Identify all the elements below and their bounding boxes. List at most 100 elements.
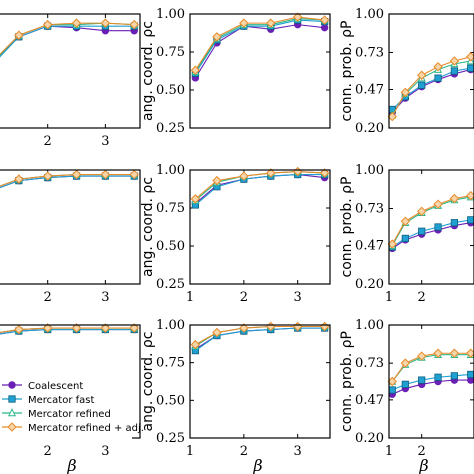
legend-label-coalescent: Coalescent [28, 381, 83, 392]
series-adj [387, 348, 474, 387]
y-tick: 0.50 [156, 83, 330, 98]
series-coalescent [0, 22, 138, 57]
point-adj [266, 168, 276, 178]
x-tick-label: 2 [240, 444, 248, 459]
x-tick-label: 3 [101, 290, 109, 305]
point-adj [466, 52, 474, 62]
point-adj [400, 216, 411, 227]
legend: Coalescent Mercator fast Mercator refine… [0, 376, 144, 440]
y-axis-label: conn. prob. ρP [339, 177, 355, 278]
point-adj [449, 348, 460, 358]
series-line-fast [0, 175, 135, 189]
point-adj [433, 62, 443, 72]
point-adj [239, 171, 249, 181]
point-adj [190, 339, 201, 350]
y-tick-label: 1.00 [156, 318, 185, 333]
point-adj [71, 169, 82, 180]
point-adj [416, 351, 427, 361]
y-tick: 0.47 [355, 239, 474, 254]
series-line-refined [391, 60, 471, 116]
legend-marker-adj [7, 422, 17, 432]
y-tick: 0.75 [156, 356, 330, 371]
x-tick: 2 [44, 170, 52, 305]
series-adj [0, 169, 139, 187]
point-fast [418, 376, 426, 384]
y-tick: 0.73 [355, 356, 474, 371]
y-tick-label: 0.47 [355, 393, 384, 408]
point-adj [466, 348, 474, 358]
x-tick-label: 2 [240, 290, 248, 305]
point-adj [433, 199, 443, 209]
point-adj [100, 323, 111, 333]
y-tick-label: 0.75 [156, 201, 185, 216]
plot-frame [388, 169, 474, 285]
y-tick-label: 1.00 [355, 318, 384, 333]
legend-entry-refined: Mercator refined [2, 408, 111, 420]
point-fast [467, 64, 474, 72]
series-line-adj [0, 22, 135, 55]
point-fast [434, 373, 442, 381]
series-line-adj [194, 16, 325, 71]
series-adj [190, 321, 330, 350]
series-line-refined [0, 22, 135, 56]
point-adj [129, 323, 139, 333]
series-adj [387, 190, 474, 249]
x-tick: 2 [44, 14, 52, 149]
x-tick-label: 2 [44, 290, 52, 305]
x-tick-label: 2 [44, 134, 52, 149]
plot-frame [388, 324, 474, 439]
point-adj [212, 175, 222, 186]
point-fast [450, 372, 458, 380]
point-fast [418, 81, 426, 89]
x-tick-label: 2 [418, 444, 426, 459]
panel-r2-c2: 0.20 0.47 0.73 1.00 1 2 conn. prob. ρP [339, 318, 474, 459]
series-line-fast [194, 19, 325, 74]
series-line-adj [0, 327, 135, 334]
series-fast [0, 22, 138, 58]
point-adj [387, 239, 397, 249]
x-tick: 2 [418, 325, 426, 459]
series-refined [191, 166, 329, 204]
series-line-coalescent [194, 24, 325, 79]
point-adj [466, 190, 474, 201]
y-tick: 0.50 [156, 239, 330, 254]
point-adj [387, 111, 397, 122]
y-tick-label: 0.25 [156, 431, 185, 446]
series-line-fast [0, 25, 135, 58]
x-tick: 3 [294, 170, 302, 305]
x-tick-label: 3 [101, 134, 109, 149]
point-fast [450, 219, 458, 227]
y-tick-label: 1.00 [156, 163, 185, 178]
y-axis-label: ang. coord. ρc [140, 21, 156, 121]
legend-entry-adj: Mercator refined + adj. [2, 422, 144, 434]
point-adj [71, 323, 82, 333]
x-tick-label: 3 [101, 444, 109, 459]
y-tick: 0.47 [355, 393, 474, 408]
series-adj [0, 18, 139, 55]
x-tick: 2 [418, 170, 426, 305]
point-fast [401, 380, 409, 388]
y-tick-label: 0.73 [355, 201, 384, 216]
point-fast [434, 223, 442, 231]
legend-label-adj: Mercator refined + adj. [28, 423, 144, 434]
series-fast [191, 324, 329, 355]
series-line-adj [195, 170, 325, 200]
point-adj [433, 348, 443, 358]
plot-frame [189, 169, 331, 285]
series-adj [0, 323, 139, 335]
y-axis-label: ang. coord. ρc [140, 177, 156, 277]
y-tick-label: 0.20 [355, 277, 384, 292]
x-axis-label-col2: β [418, 456, 428, 474]
y-axis-label: ang. coord. ρc [140, 332, 156, 432]
point-adj [212, 32, 222, 42]
series-line-refined [194, 18, 325, 73]
y-tick-label: 0.50 [156, 83, 185, 98]
y-tick-label: 0.50 [156, 393, 185, 408]
series-coalescent [388, 65, 474, 117]
y-tick-label: 0.20 [355, 121, 384, 136]
y-axis-label: conn. prob. ρP [339, 21, 355, 122]
